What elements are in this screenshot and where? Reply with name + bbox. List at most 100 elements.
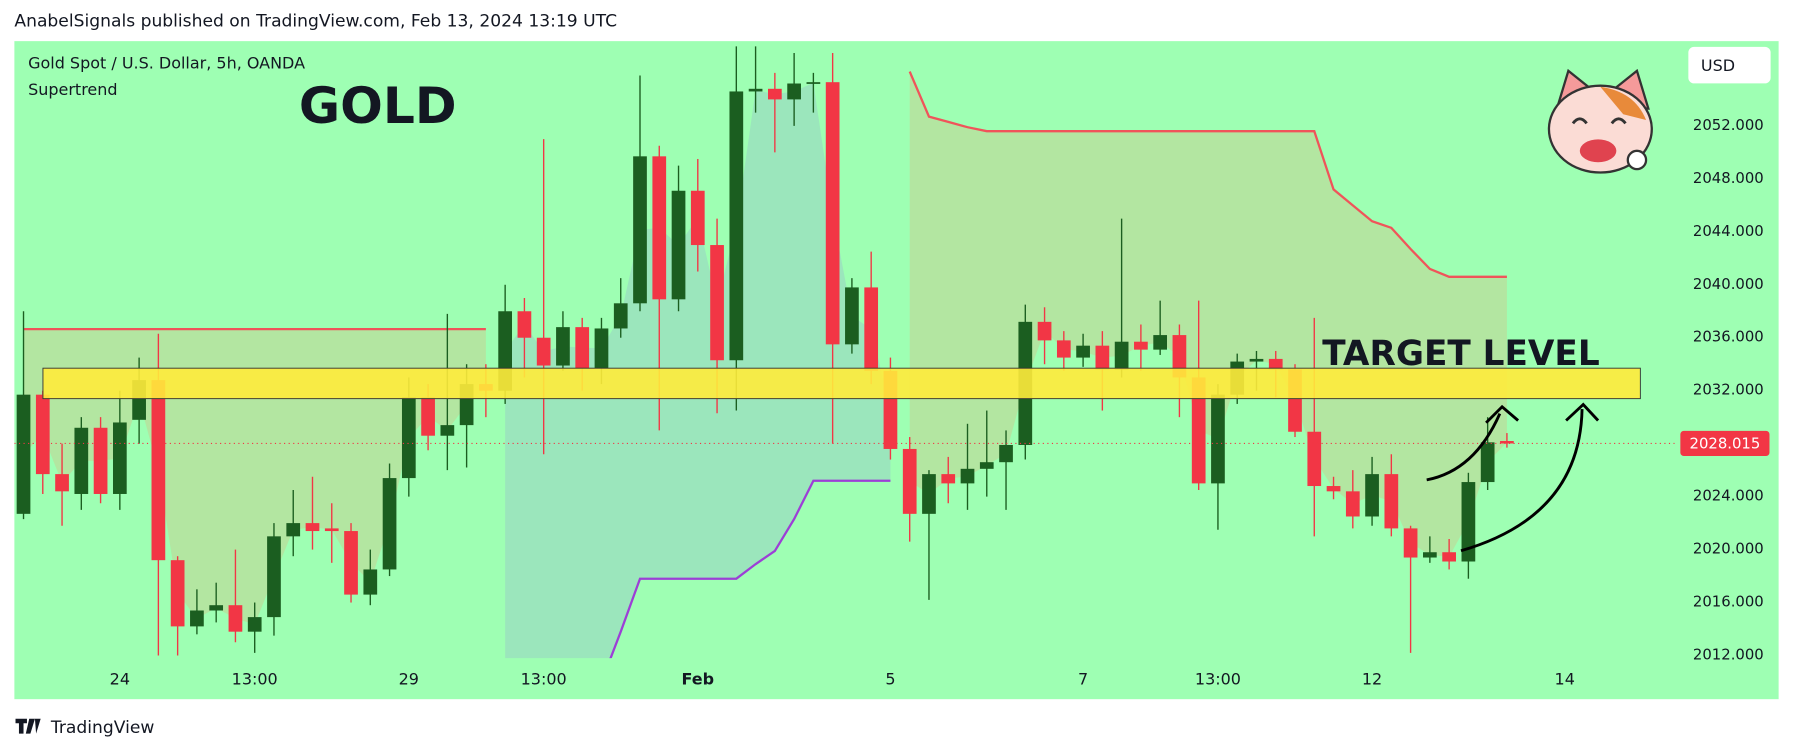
candle-body [729, 91, 744, 361]
x-tick-label: 13:00 [232, 669, 278, 688]
logo [15, 718, 41, 734]
candle-body [1076, 345, 1090, 358]
candle-body [112, 422, 127, 494]
candle-body [151, 380, 166, 561]
candle-body [1403, 528, 1418, 558]
candle-body [382, 478, 397, 570]
annotation: GOLD [299, 76, 457, 135]
candle-body [247, 617, 262, 632]
candle-body [671, 190, 686, 300]
candle-body [209, 605, 224, 611]
last-price-label: 2028.015 [1690, 435, 1761, 453]
indicator-name: Supertrend [28, 80, 117, 99]
candle-body [1172, 335, 1187, 378]
candle-body [767, 88, 782, 100]
candle-body [806, 82, 821, 84]
candle-body [55, 474, 69, 492]
candle-body [536, 337, 551, 366]
candle-body [902, 448, 917, 514]
candle-body [1114, 341, 1129, 370]
candle-body [1307, 431, 1322, 487]
candle-body [594, 328, 609, 369]
candle-body [575, 327, 590, 369]
x-tick-label: 7 [1078, 669, 1088, 688]
candle-body [1345, 491, 1360, 517]
candle-body [1365, 474, 1379, 517]
candle-body [556, 327, 570, 366]
brand: TradingView [50, 718, 154, 738]
candle-body [941, 474, 956, 484]
supertrend-line [908, 71, 1507, 278]
candle-body [960, 468, 975, 484]
y-tick-label: 2012.000 [1693, 646, 1764, 664]
candle-body [1480, 442, 1495, 483]
candle-body [748, 88, 763, 92]
candle-body [93, 427, 108, 494]
y-tick-label: 2048.000 [1693, 169, 1764, 187]
plot [14, 46, 1675, 659]
candle-body [633, 156, 647, 304]
candle-body [401, 397, 416, 479]
y-tick-label: 2016.000 [1693, 593, 1764, 611]
candle-body [1095, 345, 1110, 370]
y-tick-label: 2040.000 [1693, 275, 1764, 293]
y-tick-label: 2032.000 [1693, 381, 1764, 399]
candle-body [440, 425, 455, 436]
candle-body [710, 245, 724, 361]
x-tick-label: 13:00 [1195, 669, 1241, 688]
y-tick-label: 2020.000 [1693, 540, 1764, 558]
publisher: AnabelSignals published on TradingView.c… [14, 12, 617, 32]
x-tick-label: Feb [682, 669, 715, 688]
candle-body [228, 605, 243, 632]
candle-body [1134, 341, 1148, 350]
x-tick-label: 13:00 [521, 669, 567, 688]
y-tick-label: 2024.000 [1693, 487, 1764, 505]
candle-body [1442, 552, 1456, 562]
y-tick-label: 2036.000 [1693, 328, 1764, 346]
currency-box[interactable] [1688, 46, 1771, 84]
candle-body [1211, 394, 1225, 484]
candle-body [1423, 552, 1437, 558]
candle-body [787, 83, 801, 100]
axis: 2012.0002016.0002020.0002024.0002028.000… [110, 116, 1764, 688]
candle-body [517, 311, 532, 338]
supertrend-fill [909, 71, 1507, 557]
target-zone [42, 367, 1641, 400]
x-tick-label: 24 [110, 669, 130, 688]
candle-body [1461, 482, 1476, 562]
candle-body [35, 394, 50, 475]
candle-body [344, 531, 358, 595]
candle-body [286, 523, 301, 537]
candle-body [922, 474, 936, 514]
candle-body [1500, 441, 1514, 444]
x-tick-label: 12 [1362, 669, 1382, 688]
candle-body [170, 560, 185, 627]
candle-body [1268, 358, 1283, 370]
supertrend-line [609, 479, 891, 659]
candle-body [16, 394, 31, 514]
currency: USD [1701, 56, 1735, 75]
candle-body [864, 287, 879, 371]
x-tick-label: 5 [885, 669, 895, 688]
candle-body [999, 444, 1013, 463]
candle-body [652, 156, 667, 300]
mascot [1547, 68, 1653, 174]
candle-body [1153, 335, 1168, 350]
last-price-box [1680, 430, 1770, 457]
candle-body [324, 528, 339, 532]
candle-body [1384, 474, 1399, 529]
candle-body [1056, 340, 1071, 358]
candle-body [1191, 377, 1206, 484]
candle-body [363, 569, 378, 595]
candle-body [190, 610, 204, 627]
candle-body [690, 190, 705, 246]
candle-body [305, 523, 320, 532]
y-tick-label: 2052.000 [1693, 116, 1764, 134]
x-tick-label: 14 [1555, 669, 1575, 688]
candle-body [1249, 358, 1264, 362]
footer-bg [0, 699, 1793, 753]
candle-body [1037, 321, 1052, 341]
x-tick-label: 29 [399, 669, 419, 688]
arrow [1426, 404, 1520, 482]
candle-body [845, 287, 859, 345]
